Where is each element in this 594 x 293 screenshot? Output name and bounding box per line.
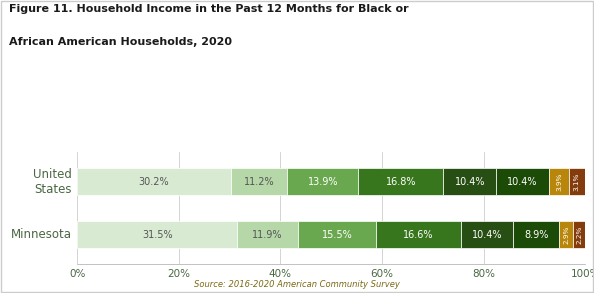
Text: 8.9%: 8.9%: [524, 229, 548, 240]
Bar: [287, 168, 358, 195]
Bar: [461, 221, 513, 248]
Bar: [377, 221, 461, 248]
Text: 30.2%: 30.2%: [138, 176, 169, 187]
Text: 2.2%: 2.2%: [576, 225, 582, 244]
Bar: [569, 168, 584, 195]
Bar: [549, 168, 569, 195]
Text: 13.9%: 13.9%: [308, 176, 338, 187]
Bar: [77, 221, 237, 248]
Text: 11.2%: 11.2%: [244, 176, 274, 187]
Text: 16.6%: 16.6%: [403, 229, 434, 240]
Text: 10.4%: 10.4%: [507, 176, 538, 187]
Text: 11.9%: 11.9%: [252, 229, 283, 240]
Bar: [496, 168, 549, 195]
Text: 10.4%: 10.4%: [472, 229, 503, 240]
Bar: [573, 221, 584, 248]
Bar: [298, 221, 377, 248]
Bar: [443, 168, 496, 195]
Text: 15.5%: 15.5%: [321, 229, 352, 240]
Text: 16.8%: 16.8%: [386, 176, 416, 187]
Bar: [513, 221, 559, 248]
Text: Source: 2016-2020 American Community Survey: Source: 2016-2020 American Community Sur…: [194, 280, 400, 289]
Bar: [559, 221, 573, 248]
Bar: [358, 168, 443, 195]
Text: 31.5%: 31.5%: [142, 229, 172, 240]
Bar: [77, 168, 230, 195]
Bar: [230, 168, 287, 195]
Text: Figure 11. Household Income in the Past 12 Months for Black or: Figure 11. Household Income in the Past …: [9, 4, 409, 14]
Text: 3.1%: 3.1%: [574, 172, 580, 191]
Text: 2.9%: 2.9%: [563, 225, 569, 244]
Text: African American Households, 2020: African American Households, 2020: [9, 37, 232, 47]
Text: 10.4%: 10.4%: [454, 176, 485, 187]
Bar: [237, 221, 298, 248]
Text: 3.9%: 3.9%: [556, 172, 562, 191]
